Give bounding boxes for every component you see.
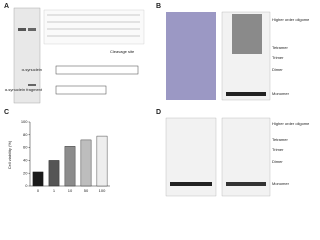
- bar: [32, 171, 44, 187]
- band: [226, 92, 266, 96]
- bar: [96, 135, 108, 187]
- band-label: Tetramer: [272, 137, 288, 142]
- panel-letter: D: [156, 109, 161, 116]
- x-tick-label: 100: [99, 188, 106, 193]
- band-label: Higher order oligomer: [272, 17, 309, 22]
- x-tick-label: 50: [84, 188, 89, 193]
- label: α-synuclein: [22, 67, 42, 72]
- y-tick-label: 20: [23, 170, 28, 175]
- domain-diagram: [55, 65, 139, 75]
- y-tick-label: 100: [21, 119, 28, 124]
- smear: [232, 14, 262, 54]
- y-axis-label: Cell viability (%): [7, 140, 12, 169]
- band-label: Monomer: [272, 181, 290, 186]
- band-label: Dimer: [272, 159, 283, 164]
- y-tick-label: 80: [23, 132, 28, 137]
- bar: [48, 160, 60, 187]
- panel-letter: C: [4, 109, 9, 116]
- figure: A α-synuclein α-synuclein fragment Cleav…: [4, 3, 309, 197]
- band-label: Tetramer: [272, 45, 288, 50]
- band: [18, 28, 26, 31]
- gel: [13, 7, 41, 104]
- bar: [64, 146, 76, 187]
- sequence-box: [43, 9, 145, 45]
- x-tick-label: 1: [53, 188, 56, 193]
- fragment-diagram: [55, 85, 107, 95]
- panel-letter: A: [4, 3, 9, 10]
- y-tick-label: 40: [23, 157, 28, 162]
- coomassie-gel: [166, 12, 216, 100]
- x-tick-label: 10: [68, 188, 73, 193]
- panel-letter: B: [156, 3, 161, 10]
- bar: [80, 139, 92, 187]
- band-label: Monomer: [272, 91, 290, 96]
- label: Cleavage site: [110, 49, 135, 54]
- band: [170, 182, 212, 186]
- sequence-lines: [47, 14, 140, 37]
- band-label: Trimer: [272, 147, 284, 152]
- band: [226, 182, 266, 186]
- x-tick-label: 0: [37, 188, 40, 193]
- y-tick-label: 0: [25, 183, 28, 188]
- label: α-synuclein fragment: [5, 87, 43, 92]
- band-label: Trimer: [272, 55, 284, 60]
- band: [28, 28, 36, 31]
- band-label: Higher order oligomer: [272, 121, 309, 126]
- band: [28, 84, 36, 86]
- band-label: Dimer: [272, 67, 283, 72]
- y-tick-label: 60: [23, 145, 28, 150]
